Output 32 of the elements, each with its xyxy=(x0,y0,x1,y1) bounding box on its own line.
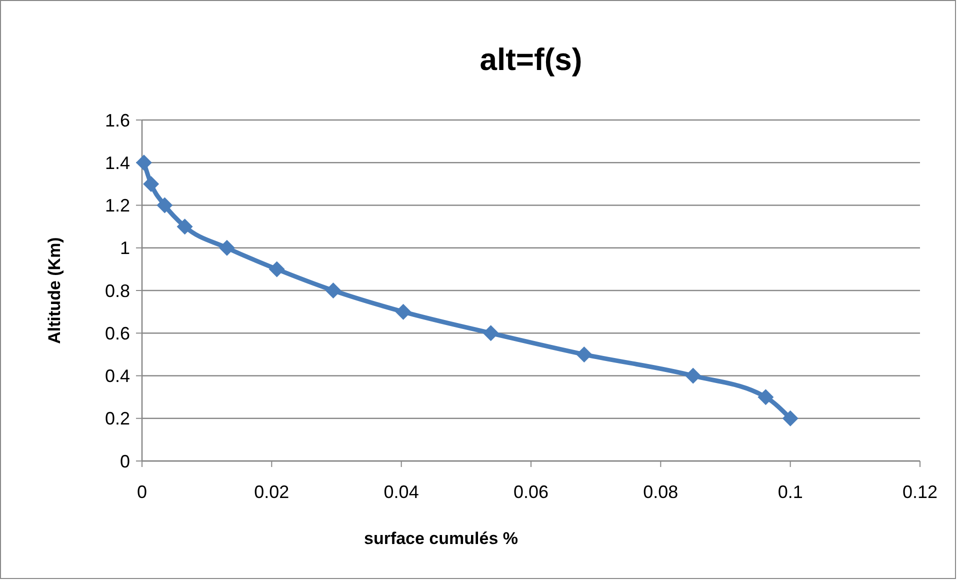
point xyxy=(143,176,160,192)
y-tick-label: 0.6 xyxy=(104,323,130,344)
x-tick-label: 0.12 xyxy=(902,482,938,502)
point xyxy=(268,261,285,278)
point xyxy=(176,218,193,235)
x-tick-label: 0.06 xyxy=(513,482,549,502)
y-tick-label: 1.6 xyxy=(104,110,130,130)
y-tick-label: 1.2 xyxy=(104,196,130,216)
x-tick-label: 0.04 xyxy=(384,482,419,502)
point xyxy=(156,197,173,214)
point xyxy=(482,325,499,342)
y-tick-label: 0.4 xyxy=(104,366,130,386)
point xyxy=(782,410,798,426)
y-tick-label: 1 xyxy=(120,238,130,258)
point xyxy=(576,346,592,362)
x-tick-label: 0.1 xyxy=(778,482,803,502)
x-tick-label: 0.02 xyxy=(254,482,290,502)
point xyxy=(758,389,774,406)
y-axis-title: Altitude (Km) xyxy=(45,237,64,344)
point xyxy=(395,304,412,320)
x-tick-label: 0.08 xyxy=(643,482,678,502)
y-tick-label: 0.8 xyxy=(104,280,130,301)
x-axis-title: surface cumulés % xyxy=(364,529,518,548)
point xyxy=(685,368,702,384)
chart-title: alt=f(s) xyxy=(480,42,582,77)
y-tick-label: 0.2 xyxy=(104,408,130,429)
point xyxy=(136,154,152,171)
point xyxy=(218,240,235,256)
point xyxy=(325,282,342,298)
x-tick-label: 0 xyxy=(136,482,148,502)
y-tick-label: 0 xyxy=(120,451,130,472)
y-tick-label: 1.4 xyxy=(104,152,130,173)
